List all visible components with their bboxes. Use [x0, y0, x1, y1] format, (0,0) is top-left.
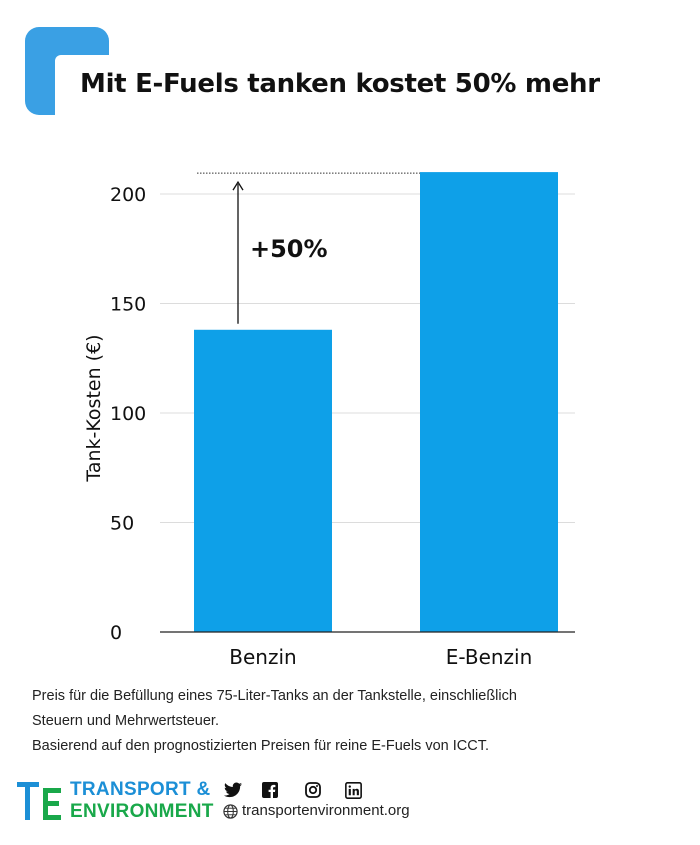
twitter-icon[interactable]	[224, 782, 242, 802]
y-tick-label: 100	[110, 403, 146, 425]
x-tick-label: Benzin	[229, 645, 296, 669]
instagram-icon[interactable]	[305, 782, 321, 802]
website-link[interactable]: transportenvironment.org	[242, 802, 410, 819]
footnote-line-3: Basierend auf den prognostizierten Preis…	[32, 738, 489, 754]
bar-benzin	[194, 329, 332, 632]
y-tick-label: 150	[110, 294, 146, 316]
brand-line-1: TRANSPORT &	[70, 779, 211, 800]
increase-annotation: +50%	[250, 235, 328, 263]
y-tick-label: 50	[110, 513, 134, 535]
y-tick-label: 0	[110, 622, 122, 644]
x-tick-label: E-Benzin	[446, 645, 533, 669]
footnote-line-2: Steuern und Mehrwertsteuer.	[32, 713, 219, 729]
arrow-head-icon	[232, 180, 244, 191]
linkedin-icon[interactable]	[345, 782, 362, 803]
facebook-icon[interactable]	[262, 782, 278, 802]
footnote-line-1: Preis für die Befüllung eines 75-Liter-T…	[32, 688, 517, 704]
te-logo-icon	[17, 782, 61, 820]
bar-chart: +50% 0 50 100 150 200 Tank-Kosten (€) Benzin E-…	[83, 172, 575, 669]
brand-line-2: ENVIRONMENT	[70, 801, 214, 822]
y-axis-label: Tank-Kosten (€)	[83, 334, 105, 482]
globe-icon	[223, 804, 238, 823]
chart-title: Mit E-Fuels tanken kostet 50% mehr	[80, 69, 600, 99]
bar-e-benzin	[420, 172, 558, 632]
y-tick-label: 200	[110, 184, 146, 206]
